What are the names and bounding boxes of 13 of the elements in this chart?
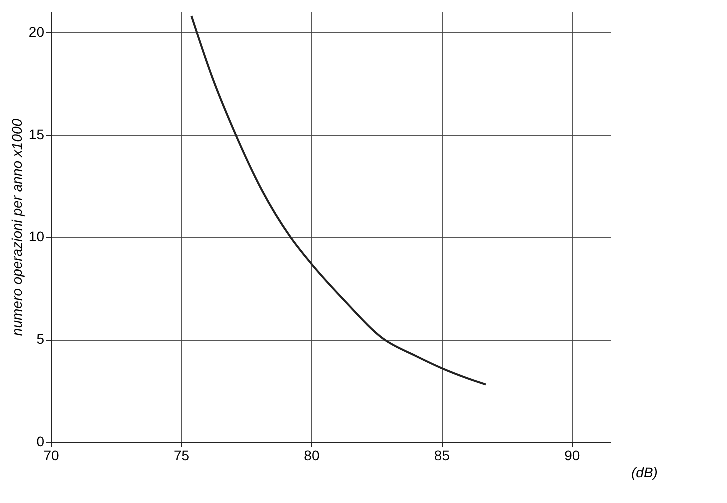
line-series: [190, 15, 487, 386]
x-tick-label: 70: [44, 448, 60, 464]
x-tick-label: 80: [304, 448, 320, 464]
y-tick-label: 20: [28, 24, 45, 40]
y-tick-label: 0: [36, 434, 45, 450]
x-tick-label: 85: [434, 448, 450, 464]
y-tick-label: 10: [28, 228, 45, 245]
y-tick-label: 15: [28, 126, 45, 142]
x-tick-label: 90: [564, 448, 580, 464]
x-axis-title: (dB): [632, 464, 658, 480]
y-axis-title: numero operazioni per anno x1000: [8, 118, 25, 336]
x-tick-label: 75: [174, 448, 190, 464]
y-tick-label: 5: [36, 331, 45, 348]
